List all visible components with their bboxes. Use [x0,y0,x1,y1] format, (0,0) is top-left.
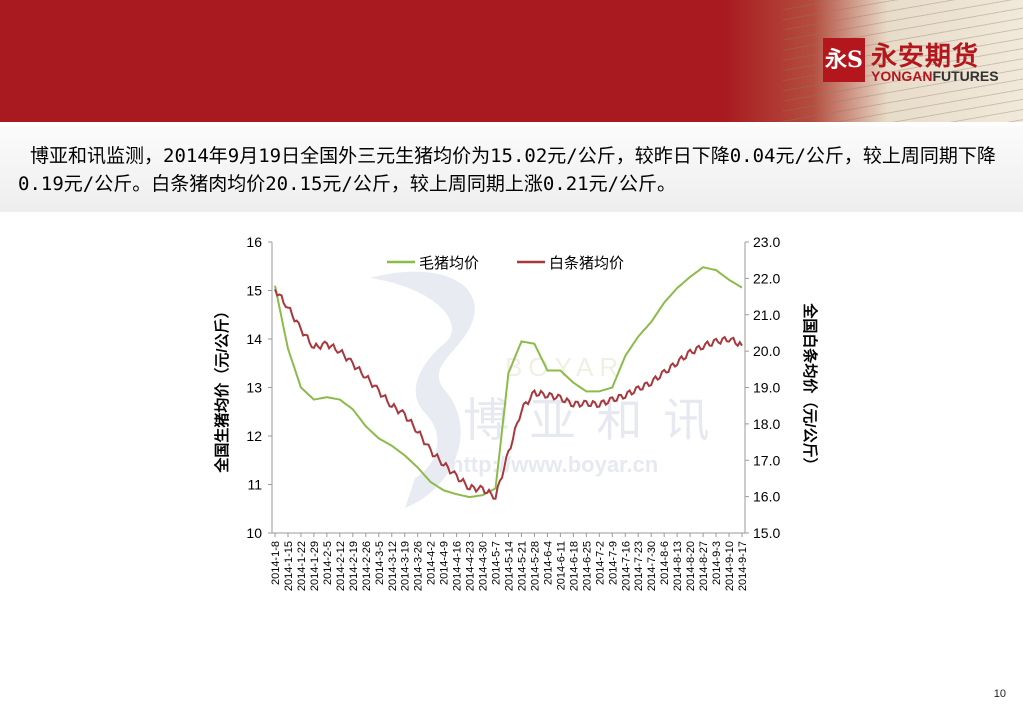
x-tick-label: 2014-6-11 [555,541,567,590]
watermark-url: http://www.boyar.cn [450,452,658,477]
x-tick-label: 2014-9-17 [737,541,749,591]
right-tick-label: 22.0 [753,270,780,286]
x-tick-label: 2014-4-16 [452,541,464,591]
x-tick-label: 2014-3-5 [374,541,386,585]
series-line-pork-price [274,288,743,500]
x-tick-label: 2014-1-8 [270,541,282,585]
x-tick-label: 2014-5-7 [491,541,503,585]
watermark-letters: BOYAR [505,352,624,382]
x-tick-label: 2014-2-26 [361,541,373,591]
x-tick-label: 2014-8-27 [698,541,710,591]
x-tick-label: 2014-7-23 [633,541,645,591]
x-tick-label: 2014-2-12 [335,541,347,591]
x-tick-label: 2014-3-12 [387,541,399,591]
right-tick-label: 16.0 [753,489,780,505]
series-line-hog-price [274,266,743,499]
left-axis-ticks: 10 11 12 13 14 15 16 [246,234,272,541]
x-tick-label: 2014-6-25 [581,541,593,591]
x-tick-label: 2014-1-29 [309,541,321,591]
chart-legend: 毛猪均价 白条猪均价 [387,255,624,272]
x-tick-label: 2014-8-6 [659,541,671,585]
logo-chinese-name: 永安期货 [871,42,980,72]
right-tick-label: 23.0 [753,234,780,250]
price-chart: 博 亚 和 讯 BOYAR http://www.boyar.cn 10 11 12… [205,228,825,628]
summary-text: 博亚和讯监测，2014年9月19日全国外三元生猪均价为15.02元/公斤，较昨日… [18,145,996,195]
x-tick-label: 2014-4-2 [426,541,438,585]
header-banner: 永S 永安期货 YONGANFUTURES [0,0,1023,122]
logo-english-name: YONGANFUTURES [871,68,999,84]
legend-hog-label: 毛猪均价 [419,255,479,272]
x-tick-label: 2014-7-16 [620,541,632,591]
x-tick-label: 2014-8-20 [685,541,697,591]
left-tick-label: 10 [246,525,262,541]
left-tick-label: 13 [246,380,262,396]
right-axis-ticks: 15.0 16.0 17.0 18.0 19.0 20.0 21.0 22.0 23.0 [745,234,780,541]
company-logo: 永S 永安期货 YONGANFUTURES [823,36,1001,88]
left-tick-label: 11 [247,477,262,493]
page-number: 10 [993,688,1006,700]
x-tick-label: 2014-7-9 [607,541,619,585]
x-tick-label: 2014-1-15 [283,541,295,591]
x-tick-label: 2014-5-28 [529,541,541,591]
right-tick-label: 18.0 [753,416,780,432]
price-chart-svg: 博 亚 和 讯 BOYAR http://www.boyar.cn 101112… [213,234,819,591]
x-tick-label: 2014-7-30 [646,541,658,591]
right-tick-label: 21.0 [753,307,780,323]
logo-english-prefix: YONGAN [871,68,933,84]
right-axis-label: 全国白条均价（元/公斤） [801,302,819,472]
x-tick-label: 2014-7-2 [594,541,606,585]
right-tick-label: 15.0 [753,525,780,541]
logo-mark: 永S [823,38,865,82]
x-tick-label: 2014-9-10 [724,541,736,591]
left-tick-label: 14 [246,331,262,347]
x-tick-label: 2014-6-4 [542,541,554,585]
x-tick-label: 2014-4-23 [465,541,477,591]
legend-pork-label: 白条猪均价 [549,255,624,272]
summary-background [0,126,1023,212]
x-axis-ticks: 2014-1-8 2014-1-15 2014-1-22 2014-1-29 2014-… [270,533,749,591]
x-tick-label: 2014-3-19 [400,541,412,591]
x-tick-label: 2014-8-13 [672,541,684,591]
x-tick-label: 2014-6-18 [568,541,580,591]
x-tick-label: 2014-2-5 [322,541,334,585]
x-tick-label: 2014-1-22 [296,541,308,591]
x-tick-label: 2014-2-19 [348,541,360,591]
banner-photo [723,0,1023,122]
x-tick-label: 2014-5-21 [516,541,528,591]
right-tick-label: 17.0 [753,452,780,468]
right-tick-label: 19.0 [753,380,780,396]
logo-english-suffix: FUTURES [932,68,999,84]
left-tick-label: 15 [246,283,262,299]
x-tick-label: 2014-3-26 [413,541,425,591]
x-tick-label: 2014-5-14 [504,541,516,591]
left-tick-label: 12 [246,428,262,444]
x-tick-label: 2014-4-9 [439,541,451,585]
left-axis-label: 全国生猪均价（元/公斤） [213,303,231,473]
left-tick-label: 16 [246,234,262,250]
x-tick-label: 2014-4-30 [478,541,490,591]
x-tick-label: 2014-9-3 [711,541,723,585]
watermark-logo-shape [370,271,475,508]
right-tick-label: 20.0 [753,343,780,359]
